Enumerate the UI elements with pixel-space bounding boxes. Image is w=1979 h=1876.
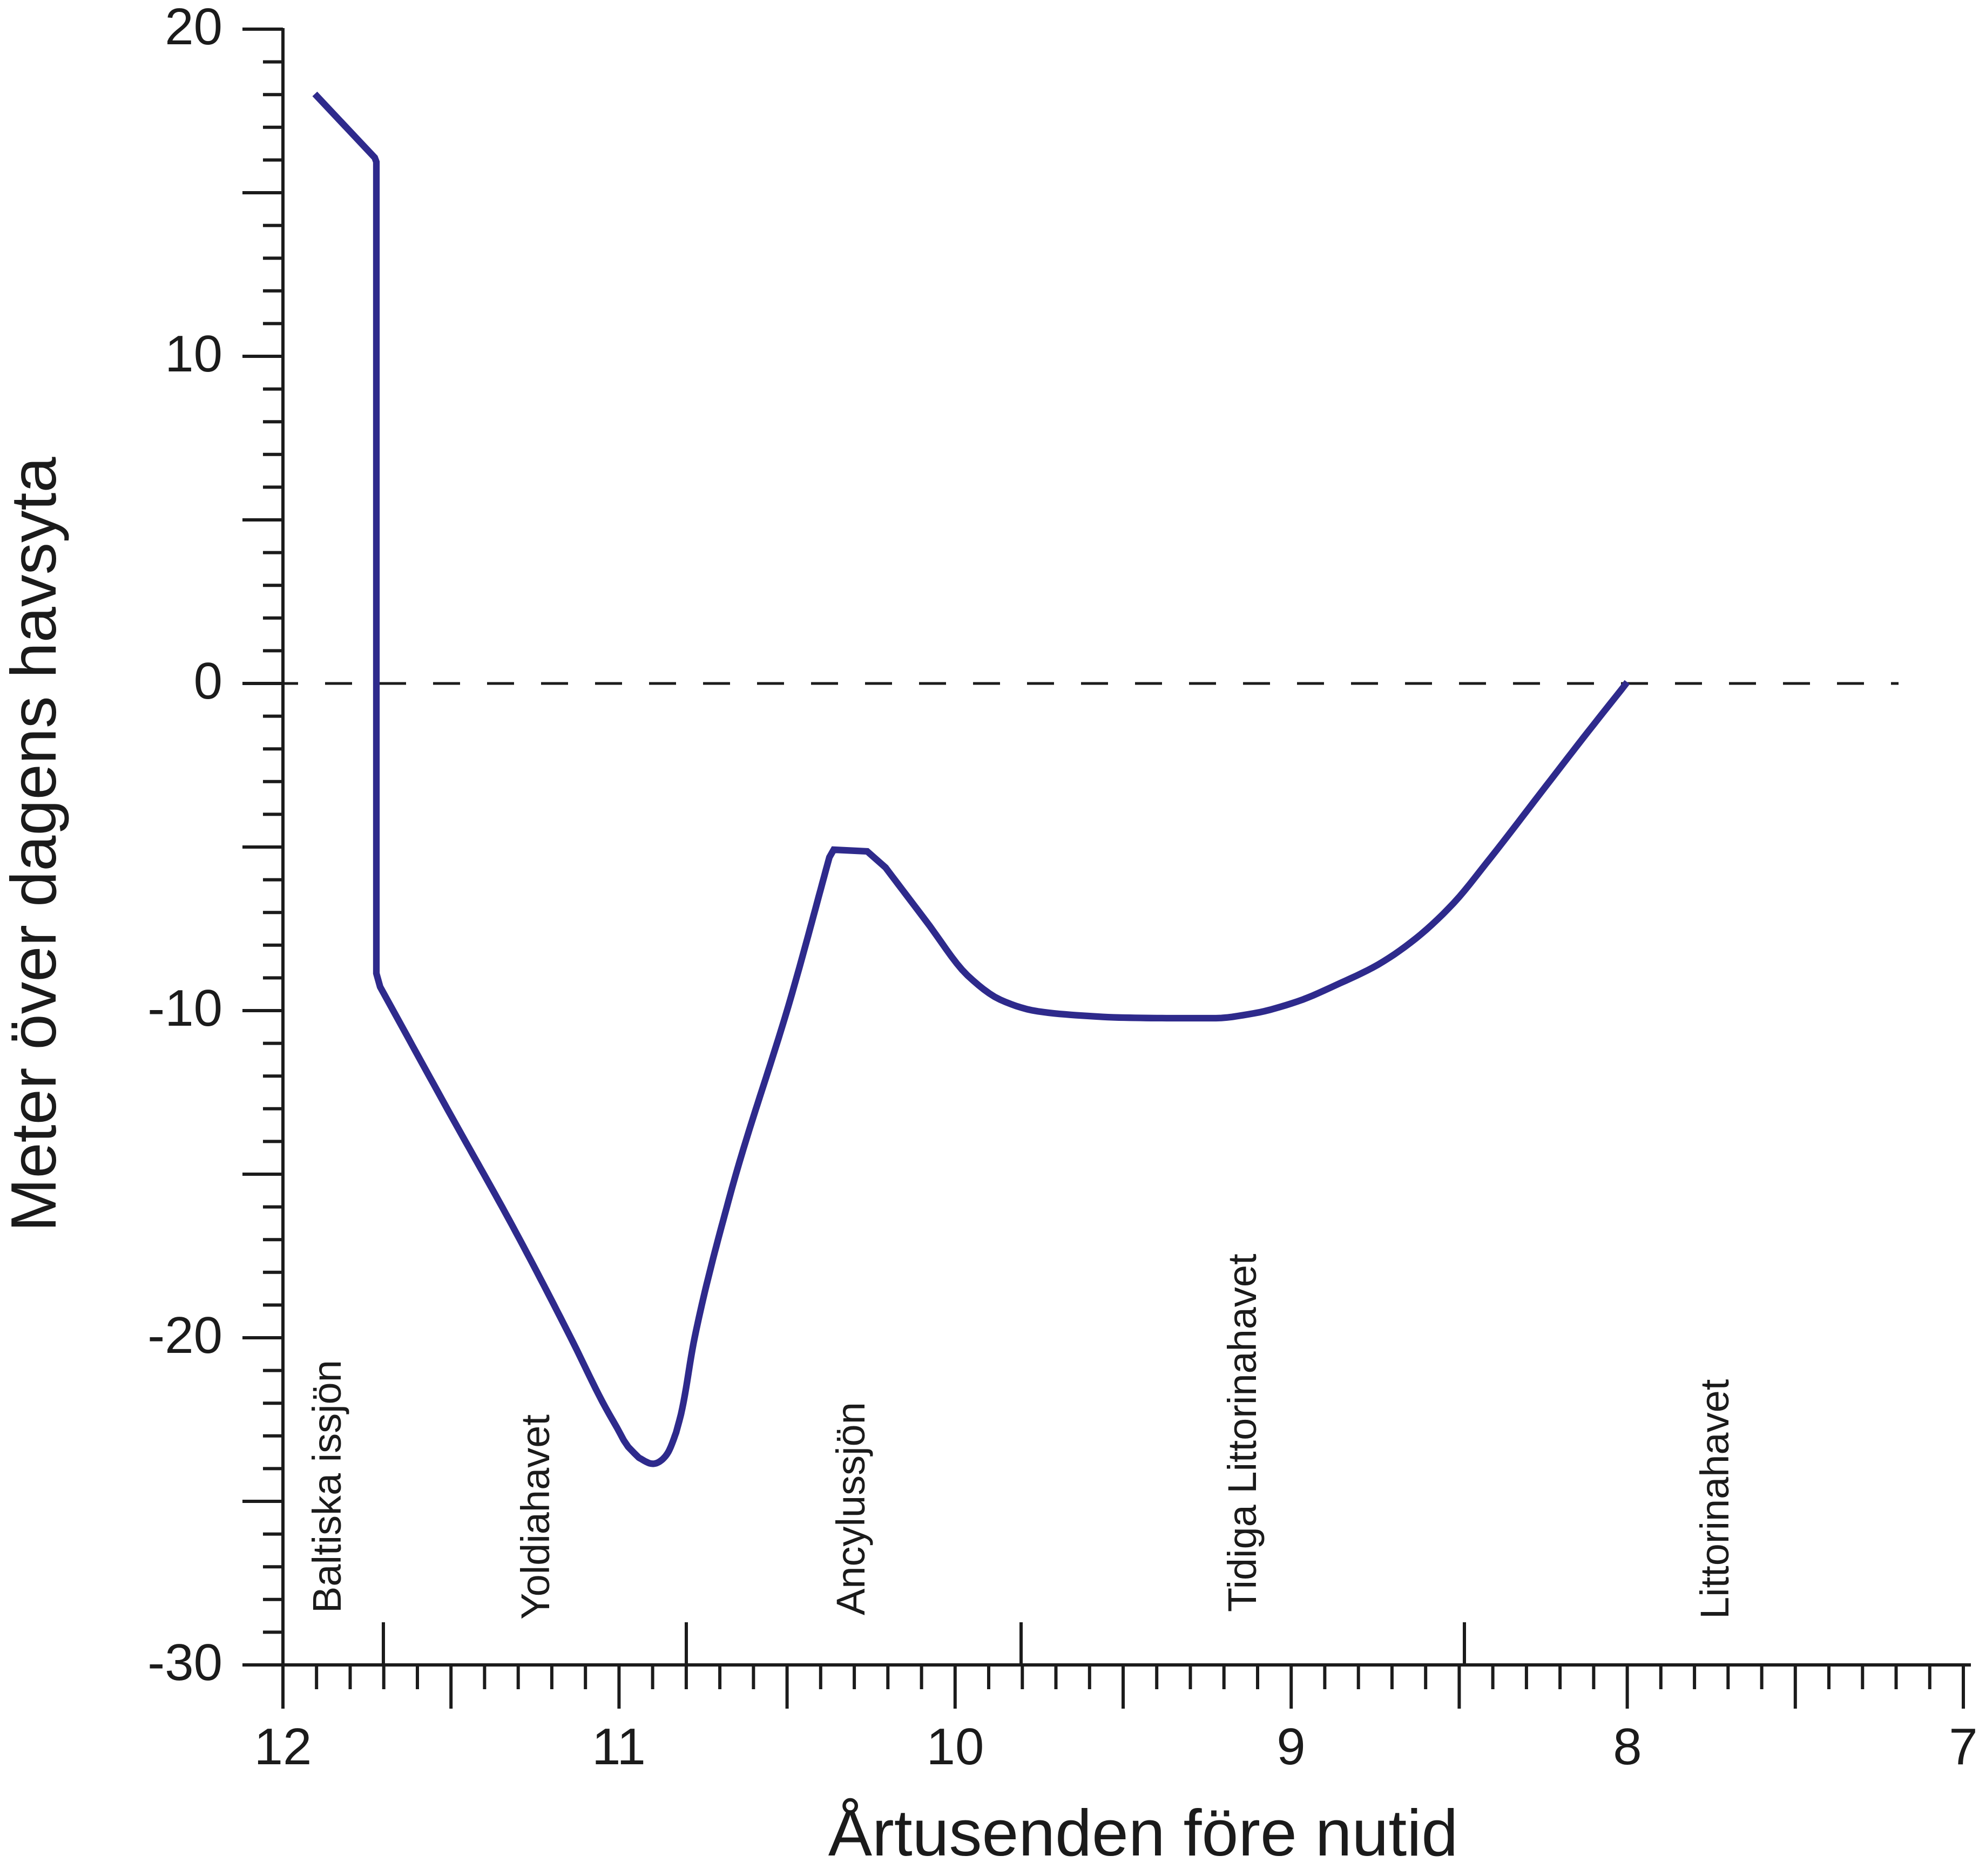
svg-text:20: 20 [165,0,222,56]
svg-text:-30: -30 [147,1634,222,1691]
svg-text:10: 10 [165,325,222,383]
svg-text:Littorinahavet: Littorinahavet [1692,1379,1737,1619]
svg-text:-10: -10 [147,979,222,1037]
svg-text:8: 8 [1613,1718,1642,1776]
svg-text:12: 12 [254,1718,312,1776]
svg-text:Meter över dagens havsyta: Meter över dagens havsyta [0,456,70,1231]
svg-text:Ancylussjön: Ancylussjön [828,1402,873,1615]
svg-text:0: 0 [194,652,222,710]
svg-text:11: 11 [592,1718,646,1776]
svg-text:Baltiska issjön: Baltiska issjön [305,1360,349,1613]
svg-text:9: 9 [1276,1718,1305,1776]
svg-text:-20: -20 [147,1306,222,1364]
svg-text:Yoldiahavet: Yoldiahavet [513,1414,558,1620]
svg-text:Tidiga Littorinahavet: Tidiga Littorinahavet [1220,1254,1265,1612]
svg-text:Årtusenden före nutid: Årtusenden före nutid [828,1796,1458,1870]
svg-text:10: 10 [927,1718,984,1776]
svg-text:7: 7 [1949,1718,1977,1776]
